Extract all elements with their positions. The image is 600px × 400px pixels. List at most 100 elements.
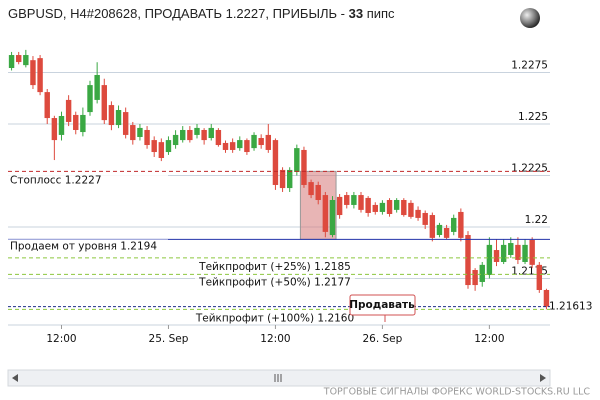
title-unit: пипс	[366, 6, 395, 21]
candle-body	[222, 142, 229, 150]
title: GBPUSD, H4#208628, ПРОДАВАТЬ 1.2227, ПРИ…	[8, 6, 395, 21]
candle-body	[87, 85, 93, 113]
y-tick-label: 1.225	[518, 111, 548, 123]
candle-body	[529, 239, 535, 265]
level-label: Стоплосс 1.2227	[10, 174, 102, 186]
candle-body	[8, 55, 15, 69]
candle-body	[443, 228, 450, 238]
level-label-bg	[195, 259, 355, 273]
current-price-label: 1.21613	[549, 301, 592, 313]
candle-body	[308, 182, 314, 196]
candle-body	[237, 140, 243, 149]
candle-body	[372, 204, 378, 212]
candle-body	[393, 200, 400, 210]
candle-body	[158, 142, 165, 158]
title-pips: 33	[348, 6, 364, 21]
candle-body	[279, 169, 286, 189]
candle-body	[258, 138, 264, 146]
scroll-right[interactable]	[540, 374, 546, 382]
level-label-bg	[8, 173, 168, 187]
candle-body	[187, 129, 193, 141]
candle-body	[301, 149, 307, 185]
candle-body	[451, 217, 457, 232]
candle-body	[23, 55, 29, 66]
level-label: Тейкпрофит (+100%) 1.2160	[195, 312, 354, 324]
candle-body	[265, 134, 272, 150]
candle-body	[336, 196, 343, 216]
candle-body	[80, 114, 86, 133]
candle-body	[215, 129, 222, 146]
level-label-bg	[8, 239, 168, 253]
candle-body	[401, 200, 407, 216]
candle-body	[415, 209, 421, 218]
candle-body	[115, 110, 122, 126]
candle-body	[386, 200, 393, 215]
candle-body	[543, 289, 550, 307]
candle-body	[15, 55, 22, 63]
level-label: Тейкпрофит (+25%) 1.2185	[198, 261, 351, 273]
y-tick-label: 1.2175	[511, 265, 548, 277]
candle-body	[130, 125, 136, 141]
candle-body	[351, 195, 357, 205]
x-tick-label: 12:00	[260, 333, 290, 345]
candle-body	[329, 200, 336, 236]
footer: ТОРГОВЫЕ СИГНАЛЫ ФОРЕКС WORLD-STOCKS.RU …	[323, 387, 591, 398]
candle-body	[379, 202, 386, 212]
candle-body	[108, 105, 115, 126]
x-tick-label: 25. Sep	[149, 333, 189, 345]
candle-body	[436, 224, 443, 236]
candle-body	[315, 184, 321, 201]
y-tick-label: 1.22	[525, 214, 548, 226]
candle-body	[151, 140, 157, 153]
candle-body	[229, 142, 236, 150]
candle-body	[522, 244, 528, 262]
globe-icon[interactable]	[520, 8, 540, 28]
candle-body	[500, 244, 507, 262]
candle-body	[251, 134, 257, 149]
signal-label: Продавать	[349, 299, 415, 311]
candle-body	[30, 60, 36, 86]
candle-body	[408, 202, 414, 217]
candle-body	[180, 129, 186, 141]
candle-body	[458, 211, 464, 238]
candle-body	[465, 235, 471, 286]
candle-body	[244, 140, 250, 153]
y-tick-label: 1.2225	[511, 162, 548, 174]
level-label: Тейкпрофит (+50%) 1.2177	[198, 276, 351, 288]
candle-body	[137, 127, 143, 137]
level-label: Продаем от уровня 1.2194	[10, 240, 157, 252]
candle-body	[472, 270, 478, 286]
candle-body	[536, 264, 543, 290]
candle-body	[365, 197, 371, 213]
candle-body	[44, 92, 50, 119]
candle-body	[322, 195, 329, 232]
scroll-grip[interactable]	[274, 374, 282, 382]
scrollbar[interactable]	[7, 369, 551, 387]
candle-body	[94, 75, 100, 100]
candle-body	[508, 243, 514, 255]
candle-body	[344, 195, 350, 205]
candle-body	[479, 264, 485, 282]
candle-body	[201, 129, 207, 141]
candle-body	[51, 118, 58, 141]
scroll-left[interactable]	[12, 374, 18, 382]
candle-body	[515, 244, 521, 260]
candle-body	[165, 140, 172, 153]
level-label-bg	[195, 275, 355, 289]
candle-body	[272, 140, 279, 185]
x-tick-label: 12:00	[46, 333, 76, 345]
candle-body	[73, 114, 79, 130]
candle-body	[429, 215, 436, 238]
candle-body	[208, 127, 214, 139]
candle-body	[486, 244, 493, 275]
candle-body	[65, 99, 72, 122]
title-text: GBPUSD, H4#208628, ПРОДАВАТЬ 1.2227, ПРИ…	[8, 6, 345, 21]
signal-box	[349, 294, 416, 316]
candle-body	[37, 58, 43, 93]
candle-body	[286, 169, 293, 189]
candle-body	[101, 85, 107, 121]
candle-body	[358, 195, 364, 210]
candle-body	[172, 134, 179, 146]
